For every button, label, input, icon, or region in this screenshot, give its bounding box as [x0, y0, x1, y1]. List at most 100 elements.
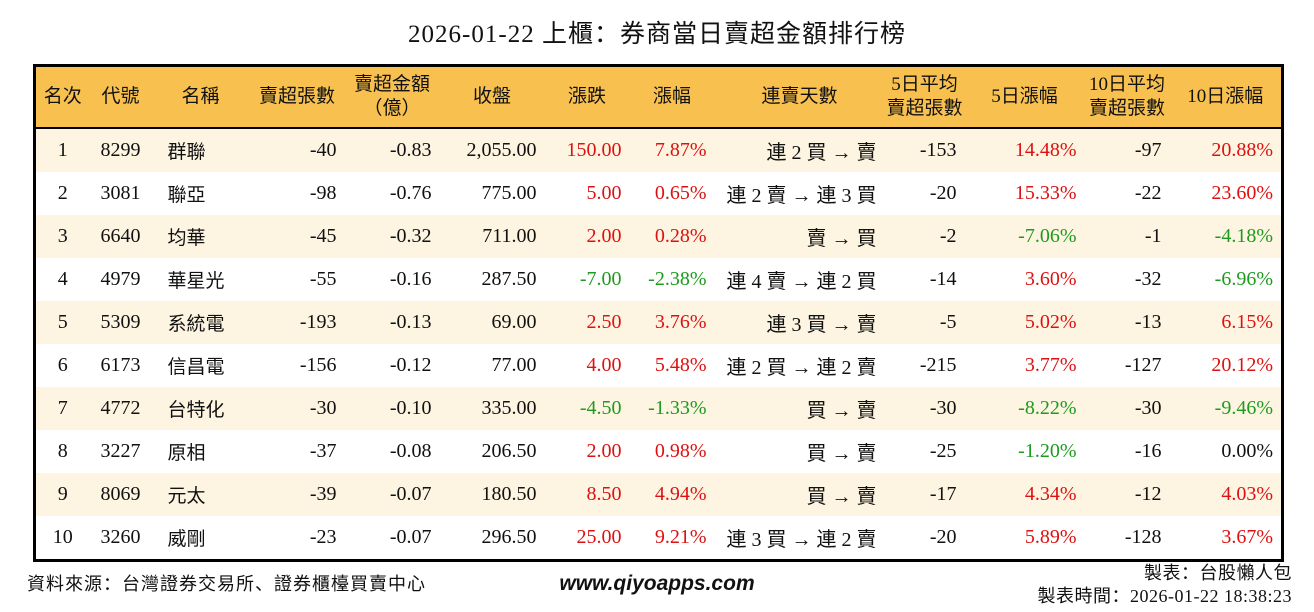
cell-net_sell_amt: -0.07 — [389, 483, 432, 505]
cell-change: 2.00 — [586, 225, 622, 247]
cell-change_pct: -1.33% — [648, 397, 707, 419]
cell-rank: 10 — [52, 526, 73, 548]
cell-streak: 買 → 賣 — [806, 443, 877, 465]
table-row: 8 3227 原相 -37 -0.08 206.50 2.00 0.98% 買 → 賣 -25 -1… — [34, 430, 1283, 473]
cell-code: 6640 — [100, 225, 141, 247]
cell-change: 150.00 — [566, 139, 622, 161]
cell-net_sell_amt: -0.16 — [389, 268, 432, 290]
col-header-rank: 名次 — [34, 65, 90, 129]
cell-pct5: 3.60% — [1024, 268, 1077, 290]
cell-rank: 8 — [57, 440, 68, 462]
cell-code: 8299 — [100, 139, 141, 161]
cell-avg5: -5 — [939, 311, 957, 333]
table-row: 4 4979 華星光 -55 -0.16 287.50 -7.00 -2.38% 連 4 賣 →… — [34, 258, 1283, 301]
cell-net_sell_vol: -30 — [309, 397, 337, 419]
cell-name: 信昌電 — [167, 357, 225, 378]
cell-avg5: -14 — [929, 268, 957, 290]
cell-pct10: 20.12% — [1211, 354, 1273, 376]
col-header-net_sell_vol: 賣超張數 — [249, 65, 345, 129]
col-header-avg10: 10日平均 賣超張數 — [1084, 65, 1170, 129]
cell-avg10: -12 — [1134, 483, 1162, 505]
cell-close: 335.00 — [481, 397, 537, 419]
cell-pct5: 5.02% — [1024, 311, 1077, 333]
cell-code: 4979 — [100, 268, 141, 290]
cell-net_sell_amt: -0.07 — [389, 526, 432, 548]
cell-streak: 賣 → 買 — [806, 228, 877, 250]
cell-rank: 2 — [57, 182, 68, 204]
col-header-close: 收盤 — [439, 65, 545, 129]
col-header-code: 代號 — [89, 65, 152, 129]
ranking-table: 名次 代號 名稱 賣超張數 賣超金額 （億） 收盤 漲跌 漲幅 連賣天數 5日平均 賣超張數 5日漲… — [33, 64, 1284, 562]
cell-close: 77.00 — [491, 354, 537, 376]
col-header-pct5: 5日漲幅 — [964, 65, 1085, 129]
cell-change: 2.50 — [586, 311, 622, 333]
cell-change: -7.00 — [579, 268, 622, 290]
cell-name: 均華 — [167, 228, 206, 249]
cell-pct10: 0.00% — [1221, 440, 1273, 462]
cell-streak: 連 2 賣 → 連 3 買 — [726, 185, 877, 207]
cell-rank: 4 — [57, 268, 68, 290]
cell-pct10: 20.88% — [1211, 139, 1273, 161]
cell-avg5: -2 — [939, 225, 957, 247]
cell-streak: 連 2 買 → 連 2 賣 — [726, 357, 877, 379]
cell-name: 群聯 — [167, 142, 206, 163]
cell-name: 台特化 — [167, 400, 225, 421]
cell-net_sell_amt: -0.10 — [389, 397, 432, 419]
cell-net_sell_vol: -40 — [309, 139, 337, 161]
cell-name: 華星光 — [167, 271, 225, 292]
cell-pct5: 4.34% — [1024, 483, 1077, 505]
cell-code: 3260 — [100, 526, 141, 548]
cell-close: 775.00 — [481, 182, 537, 204]
cell-code: 8069 — [100, 483, 141, 505]
cell-change_pct: 0.98% — [654, 440, 707, 462]
cell-change_pct: 9.21% — [654, 526, 707, 548]
table-row: 9 8069 元太 -39 -0.07 180.50 8.50 4.94% 買 → 賣 -17 4.… — [34, 473, 1283, 516]
cell-code: 3081 — [100, 182, 141, 204]
cell-close: 69.00 — [491, 311, 537, 333]
cell-change_pct: 5.48% — [654, 354, 707, 376]
cell-net_sell_vol: -193 — [299, 311, 337, 333]
cell-streak: 連 4 賣 → 連 2 買 — [726, 271, 877, 293]
data-source-note: 資料來源：台灣證券交易所、證券櫃檯買賣中心 — [27, 574, 426, 594]
cell-name: 威剛 — [167, 529, 206, 550]
cell-change_pct: 3.76% — [654, 311, 707, 333]
table-row: 2 3081 聯亞 -98 -0.76 775.00 5.00 0.65% 連 2 賣 → 連 … — [34, 172, 1283, 215]
cell-name: 原相 — [167, 443, 206, 464]
table-row: 7 4772 台特化 -30 -0.10 335.00 -4.50 -1.33% 買 → 賣 -3… — [34, 387, 1283, 430]
page-title: 2026-01-22 上櫃：券商當日賣超金額排行榜 — [408, 21, 906, 48]
cell-close: 180.50 — [481, 483, 537, 505]
cell-rank: 6 — [57, 354, 68, 376]
cell-close: 296.50 — [481, 526, 537, 548]
cell-pct10: 6.15% — [1221, 311, 1273, 333]
cell-net_sell_vol: -37 — [309, 440, 337, 462]
table-header: 名次 代號 名稱 賣超張數 賣超金額 （億） 收盤 漲跌 漲幅 連賣天數 5日平均 賣超張數 5日漲… — [34, 65, 1283, 129]
cell-net_sell_amt: -0.83 — [389, 139, 432, 161]
cell-pct10: 4.03% — [1221, 483, 1273, 505]
cell-avg5: -153 — [919, 139, 957, 161]
col-header-avg5: 5日平均 賣超張數 — [884, 65, 965, 129]
cell-net_sell_vol: -156 — [299, 354, 337, 376]
cell-streak: 連 2 買 → 賣 — [766, 142, 877, 164]
table-header-row: 名次 代號 名稱 賣超張數 賣超金額 （億） 收盤 漲跌 漲幅 連賣天數 5日平均 賣超張數 5日漲… — [34, 65, 1283, 129]
made-by-label: 製表：台股懶人包 — [1144, 563, 1292, 583]
cell-net_sell_amt: -0.32 — [389, 225, 432, 247]
cell-avg5: -20 — [929, 182, 957, 204]
cell-net_sell_vol: -39 — [309, 483, 337, 505]
cell-streak: 買 → 賣 — [806, 400, 877, 422]
cell-change: 5.00 — [586, 182, 622, 204]
cell-avg5: -20 — [929, 526, 957, 548]
cell-avg10: -97 — [1134, 139, 1162, 161]
cell-code: 5309 — [100, 311, 141, 333]
cell-change_pct: 7.87% — [654, 139, 707, 161]
cell-pct10: 3.67% — [1221, 526, 1273, 548]
col-header-change_pct: 漲幅 — [629, 65, 715, 129]
cell-pct5: 15.33% — [1014, 182, 1077, 204]
cell-pct5: -1.20% — [1018, 440, 1077, 462]
cell-close: 2,055.00 — [466, 139, 537, 161]
cell-change_pct: 0.65% — [654, 182, 707, 204]
col-header-streak: 連賣天數 — [714, 65, 885, 129]
cell-pct5: 14.48% — [1014, 139, 1077, 161]
cell-avg10: -13 — [1134, 311, 1162, 333]
col-header-net_sell_amt: 賣超金額 （億） — [344, 65, 440, 129]
cell-pct5: -7.06% — [1018, 225, 1077, 247]
